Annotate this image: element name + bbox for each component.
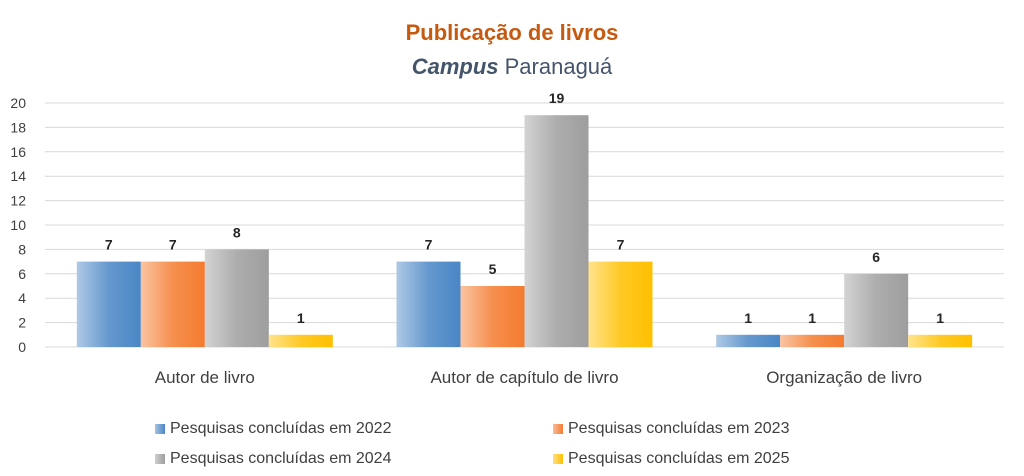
data-label: 1: [297, 310, 305, 326]
data-label: 1: [808, 310, 816, 326]
data-label: 7: [105, 237, 113, 253]
y-tick-label: 14: [10, 168, 26, 184]
data-label: 7: [425, 237, 433, 253]
y-axis-ticks: 0 2 4 6 8 10 12 14 16 18 20: [10, 95, 26, 355]
bar: [140, 261, 205, 347]
y-tick-label: 4: [18, 290, 26, 306]
legend-item: Pesquisas concluídas em 2022: [155, 420, 391, 438]
data-label: 5: [489, 261, 497, 277]
legend-label: Pesquisas concluídas em 2024: [170, 450, 392, 467]
bar: [716, 334, 781, 347]
chart-subtitle-rest: Paranaguá: [499, 54, 614, 79]
bar: [76, 261, 141, 347]
legend-item: Pesquisas concluídas em 2025: [553, 450, 789, 468]
x-axis-categories: Autor de livro Autor de capítulo de livro…: [155, 368, 922, 387]
y-tick-label: 10: [10, 217, 26, 233]
legend-swatch: [155, 454, 165, 464]
x-category-label: Organização de livro: [766, 368, 922, 387]
legend-item: Pesquisas concluídas em 2023: [553, 420, 789, 438]
y-tick-label: 12: [10, 193, 26, 209]
legend-label: Pesquisas concluídas em 2023: [568, 420, 790, 437]
bar: [780, 334, 845, 347]
data-label: 7: [169, 237, 177, 253]
data-label: 8: [233, 224, 241, 240]
chart-subtitle-italic: Campus: [412, 54, 499, 79]
data-label: 7: [617, 237, 625, 253]
bar: [460, 286, 525, 347]
legend-swatch: [553, 454, 563, 464]
bar: [268, 334, 333, 347]
x-category-label: Autor de capítulo de livro: [430, 368, 618, 387]
data-label: 19: [549, 90, 565, 106]
y-tick-label: 2: [18, 315, 26, 331]
y-tick-label: 8: [18, 241, 26, 257]
chart-title: Publicação de livros: [406, 20, 619, 45]
data-label: 1: [936, 310, 944, 326]
data-label: 1: [744, 310, 752, 326]
bar: [396, 261, 461, 347]
legend-swatch: [155, 424, 165, 434]
chart-subtitle: Campus Paranaguá: [412, 54, 613, 79]
legend-item: Pesquisas concluídas em 2024: [155, 450, 391, 468]
bar: [908, 334, 973, 347]
bar: [524, 115, 589, 347]
y-tick-label: 6: [18, 266, 26, 282]
legend: Pesquisas concluídas em 2022 Pesquisas co…: [0, 412, 1024, 472]
legend-swatch: [553, 424, 563, 434]
legend-label: Pesquisas concluídas em 2022: [170, 420, 392, 437]
x-category-label: Autor de livro: [155, 368, 255, 387]
y-tick-label: 18: [10, 119, 26, 135]
legend-label: Pesquisas concluídas em 2025: [568, 450, 790, 467]
y-tick-label: 0: [18, 339, 26, 355]
y-tick-label: 16: [10, 144, 26, 160]
y-tick-label: 20: [10, 95, 26, 111]
bar: [204, 249, 269, 347]
data-label: 6: [872, 249, 880, 265]
chart: Publicação de livros Campus Paranaguá 0 2…: [10, 20, 1004, 387]
bar: [588, 261, 653, 347]
bar: [844, 273, 909, 347]
bars: [76, 115, 973, 347]
